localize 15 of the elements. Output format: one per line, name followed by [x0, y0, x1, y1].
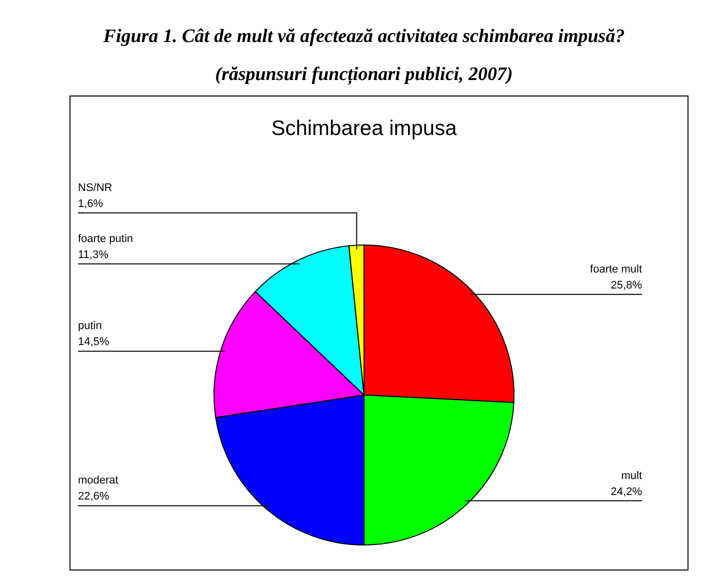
data-label: 14,5%	[78, 336, 110, 348]
data-label: 24,2%	[610, 486, 642, 498]
data-label: 25,8%	[610, 279, 642, 292]
slice-label: NS/NR	[78, 182, 112, 194]
slice-label: foarte putin	[78, 232, 134, 245]
data-label: 22,6%	[78, 490, 110, 503]
data-label: 1,6%	[78, 198, 104, 210]
chart-title: Figura 1. Cât de mult vă afectează activitatea schimbarea impusă?	[102, 26, 625, 47]
chart-subtitle: (răspunsuri funcționari publici, 2007)	[215, 64, 513, 85]
slice-label: foarte mult	[590, 263, 642, 276]
slice-label: mult	[621, 470, 642, 482]
slice-label: moderat	[78, 474, 118, 487]
slice-label: putin	[78, 320, 102, 332]
text: Schimbarea impusa	[271, 117, 458, 140]
data-label: 11,3%	[78, 248, 109, 261]
